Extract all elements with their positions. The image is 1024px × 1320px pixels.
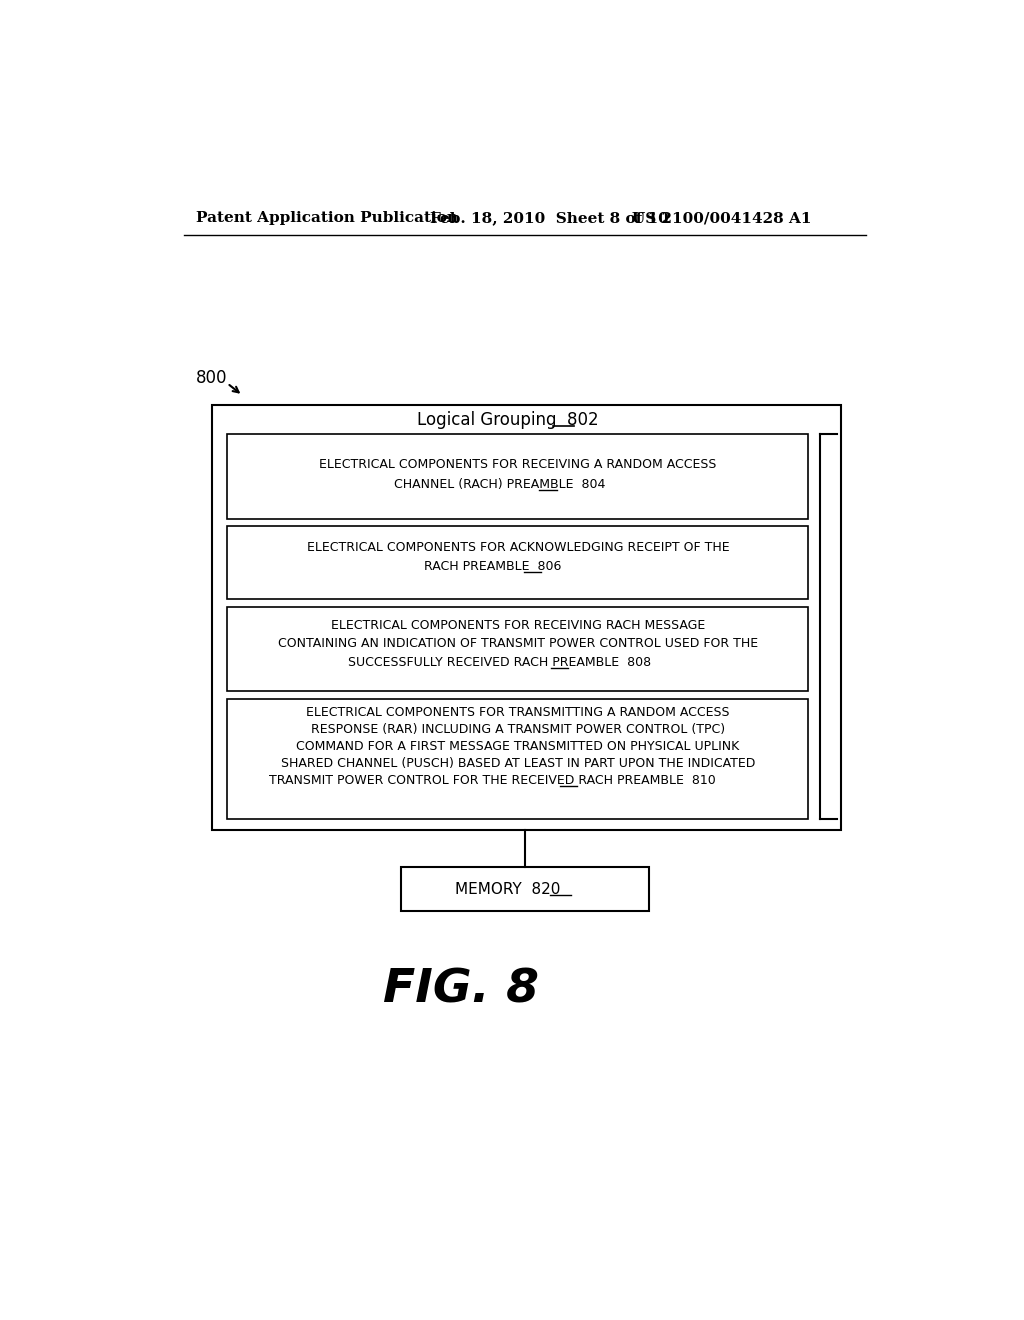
Text: 800: 800 xyxy=(197,368,227,387)
Text: CHANNEL (RACH) PREAMBLE  804: CHANNEL (RACH) PREAMBLE 804 xyxy=(394,478,605,491)
Text: TRANSMIT POWER CONTROL FOR THE RECEIVED RACH PREAMBLE  810: TRANSMIT POWER CONTROL FOR THE RECEIVED … xyxy=(269,774,716,787)
Bar xyxy=(227,700,809,818)
Text: RESPONSE (RAR) INCLUDING A TRANSMIT POWER CONTROL (TPC): RESPONSE (RAR) INCLUDING A TRANSMIT POWE… xyxy=(310,723,725,737)
Text: RACH PREAMBLE  806: RACH PREAMBLE 806 xyxy=(424,560,561,573)
Text: FIG. 8: FIG. 8 xyxy=(383,968,540,1012)
Bar xyxy=(227,527,809,599)
Text: ELECTRICAL COMPONENTS FOR TRANSMITTING A RANDOM ACCESS: ELECTRICAL COMPONENTS FOR TRANSMITTING A… xyxy=(306,706,729,719)
Text: Logical Grouping  802: Logical Grouping 802 xyxy=(417,412,599,429)
Text: CONTAINING AN INDICATION OF TRANSMIT POWER CONTROL USED FOR THE: CONTAINING AN INDICATION OF TRANSMIT POW… xyxy=(278,638,758,649)
Text: SUCCESSFULLY RECEIVED RACH PREAMBLE  808: SUCCESSFULLY RECEIVED RACH PREAMBLE 808 xyxy=(348,656,651,669)
Text: SHARED CHANNEL (PUSCH) BASED AT LEAST IN PART UPON THE INDICATED: SHARED CHANNEL (PUSCH) BASED AT LEAST IN… xyxy=(281,758,755,770)
Text: ELECTRICAL COMPONENTS FOR ACKNOWLEDGING RECEIPT OF THE: ELECTRICAL COMPONENTS FOR ACKNOWLEDGING … xyxy=(306,541,729,554)
Bar xyxy=(400,867,649,911)
Text: MEMORY  820: MEMORY 820 xyxy=(455,882,560,896)
Text: Patent Application Publication: Patent Application Publication xyxy=(197,211,458,226)
Text: ELECTRICAL COMPONENTS FOR RECEIVING RACH MESSAGE: ELECTRICAL COMPONENTS FOR RECEIVING RACH… xyxy=(331,619,705,631)
Text: COMMAND FOR A FIRST MESSAGE TRANSMITTED ON PHYSICAL UPLINK: COMMAND FOR A FIRST MESSAGE TRANSMITTED … xyxy=(296,741,739,754)
Bar xyxy=(227,607,809,692)
Text: Feb. 18, 2010  Sheet 8 of 10: Feb. 18, 2010 Sheet 8 of 10 xyxy=(430,211,669,226)
Text: US 2100/0041428 A1: US 2100/0041428 A1 xyxy=(632,211,811,226)
Bar xyxy=(212,405,841,830)
Text: ELECTRICAL COMPONENTS FOR RECEIVING A RANDOM ACCESS: ELECTRICAL COMPONENTS FOR RECEIVING A RA… xyxy=(319,458,717,471)
Bar xyxy=(227,434,809,519)
